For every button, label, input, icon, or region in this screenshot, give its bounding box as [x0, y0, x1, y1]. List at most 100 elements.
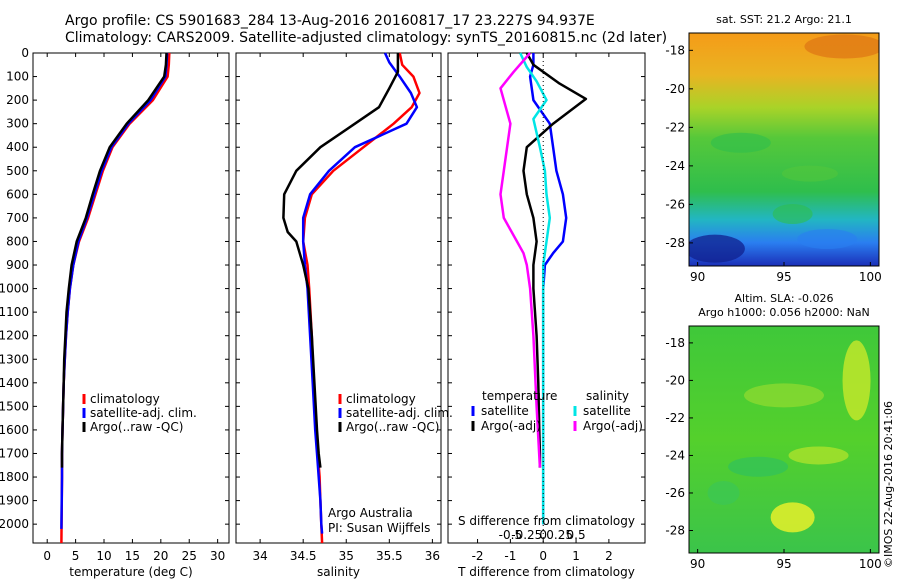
temperature-ytick-label: 500 — [6, 164, 29, 178]
sla-map-feature — [770, 502, 815, 533]
temperature-series-1 — [60, 52, 169, 529]
salinity-panel: 34 34.5 35 35.5 36 salinity climatologysatelli… — [235, 52, 453, 579]
temperature-ytick-label: 0 — [21, 46, 29, 60]
sla-map-panel: 90 95 100 -18 -20 -22 -24 -26 -28 Altim. SLA: -0.… — [665, 292, 881, 571]
sst-map-ytick-label: -20 — [665, 82, 685, 96]
profile-title: Argo profile: CS 5901683_284 13-Aug-2016… — [65, 13, 595, 29]
sst-map-feature — [797, 229, 858, 250]
temperature-series-2 — [60, 52, 168, 468]
temperature-ytick-label: 1100 — [0, 305, 29, 319]
difference-xtick-label: -2 — [472, 549, 484, 563]
climatology-subtitle: Climatology: CARS2009. Satellite-adjuste… — [65, 30, 668, 46]
sst-map-ytick-label: -22 — [665, 120, 685, 134]
difference-legend-label: satellite — [481, 404, 529, 418]
sst-map-xtick-label: 90 — [690, 270, 705, 284]
sla-map-feature — [842, 340, 871, 421]
temperature-ytick-label: 1600 — [0, 423, 29, 437]
temperature-ytick-label: 700 — [6, 211, 29, 225]
temperature-xtick-label: 10 — [96, 549, 111, 563]
temperature-ytick-label: 2000 — [0, 517, 29, 531]
difference-top-xtick-label: 0 — [539, 528, 547, 542]
temperature-legend-label: satellite-adj. clim. — [90, 406, 197, 420]
difference-series-2 — [519, 52, 552, 525]
salinity-xtick-label: 34 — [252, 549, 267, 563]
temperature-xtick-label: 15 — [125, 549, 140, 563]
temperature-ytick-label: 1000 — [0, 282, 29, 296]
salinity-legend-label: satellite-adj. clim. — [346, 406, 453, 420]
difference-top-xtick-label: -0.5 — [499, 528, 522, 542]
pi-annotation: PI: Susan Wijffels — [328, 521, 430, 535]
sst-map-field — [689, 33, 879, 266]
difference-series-3 — [499, 52, 542, 468]
sla-map-feature — [728, 456, 789, 477]
difference-top-xtick-label: 0.5 — [567, 528, 586, 542]
salinity-legend-label: climatology — [346, 392, 416, 406]
sst-map-ytick-label: -28 — [665, 236, 685, 250]
salinity-xtick-label: 35.5 — [376, 549, 403, 563]
difference-xlabel: T difference from climatology — [457, 565, 635, 579]
temperature-xtick-label: 25 — [182, 549, 197, 563]
difference-frame — [447, 52, 646, 544]
temperature-panel: 0 5 10 15 20 25 300100200300400500600700800900… — [0, 46, 230, 579]
temperature-xtick-label: 0 — [43, 549, 51, 563]
sst-map-ytick-label: -18 — [665, 43, 685, 57]
sla-map-ytick-label: -18 — [665, 336, 685, 350]
difference-legend-title: temperature — [482, 389, 557, 403]
difference-legend-label: Argo(-adj) — [481, 419, 541, 433]
temperature-ytick-label: 900 — [6, 258, 29, 272]
temperature-xtick-label: 5 — [72, 549, 80, 563]
temperature-xlabel: temperature (deg C) — [69, 565, 192, 579]
sst-map-xtick-label: 95 — [776, 270, 791, 284]
salinity-xtick-label: 36 — [425, 549, 440, 563]
sst-map-feature — [781, 165, 838, 182]
sst-map-feature — [689, 234, 745, 263]
temperature-ytick-label: 100 — [6, 70, 29, 84]
difference-xtick-label: 0 — [539, 549, 547, 563]
imos-timestamp: ©IMOS 22-Aug-2016 20:41:06 — [882, 401, 895, 568]
temperature-ytick-label: 1200 — [0, 329, 29, 343]
difference-top-xlabel: S difference from climatology — [458, 514, 635, 528]
sla-map-features — [707, 340, 871, 533]
difference-xtick-label: 2 — [605, 549, 613, 563]
temperature-xtick-label: 20 — [153, 549, 168, 563]
temperature-ytick-label: 800 — [6, 234, 29, 248]
salinity-frame — [235, 52, 442, 544]
sst-map-feature — [804, 34, 879, 59]
temperature-legend-label: climatology — [90, 392, 160, 406]
sst-map-panel: 90 95 100 -18 -20 -22 -24 -26 -28 sat. SST: 21.2 … — [665, 13, 882, 284]
difference-panel: -2 -1 0 1 2 T difference from climatology S di… — [447, 52, 646, 579]
sla-map-feature — [744, 383, 824, 408]
sst-map-ytick-label: -24 — [665, 159, 685, 173]
temperature-ytick-label: 1900 — [0, 494, 29, 508]
sla-map-title: Argo h1000: 0.056 h2000: NaN — [698, 306, 870, 319]
temperature-ytick-label: 400 — [6, 140, 29, 154]
sla-map-ytick-label: -22 — [665, 411, 685, 425]
sla-map-ytick-label: -24 — [665, 448, 685, 462]
temperature-ytick-label: 1800 — [0, 470, 29, 484]
temperature-ytick-label: 1300 — [0, 352, 29, 366]
sst-map-features — [689, 34, 879, 263]
difference-xtick-label: 1 — [572, 549, 580, 563]
sla-map-xtick-label: 95 — [776, 557, 791, 571]
sst-map-xtick-label: 100 — [859, 270, 882, 284]
sla-map-ytick-label: -26 — [665, 486, 685, 500]
sst-map-ytick-label: -26 — [665, 197, 685, 211]
salinity-xlabel: salinity — [317, 565, 360, 579]
sla-map-feature — [707, 480, 740, 505]
temperature-series-0 — [60, 52, 171, 544]
difference-top-xtick-label: -0.25 — [511, 528, 542, 542]
sla-map-xtick-label: 90 — [690, 557, 705, 571]
salinity-series-1 — [301, 52, 419, 534]
temperature-ytick-label: 1700 — [0, 446, 29, 460]
difference-legend-title: salinity — [586, 389, 629, 403]
salinity-legend-label: Argo(..raw -QC) — [346, 420, 439, 434]
sla-map-ytick-label: -20 — [665, 373, 685, 387]
temperature-legend-label: Argo(..raw -QC) — [90, 420, 183, 434]
difference-top-xtick-label: 0.25 — [546, 528, 573, 542]
salinity-series-2 — [282, 53, 400, 468]
sla-map-feature — [788, 446, 849, 465]
difference-xtick-label: -1 — [504, 549, 516, 563]
difference-series-1 — [522, 52, 588, 468]
temperature-xtick-label: 30 — [210, 549, 225, 563]
sst-map-feature — [710, 132, 771, 153]
